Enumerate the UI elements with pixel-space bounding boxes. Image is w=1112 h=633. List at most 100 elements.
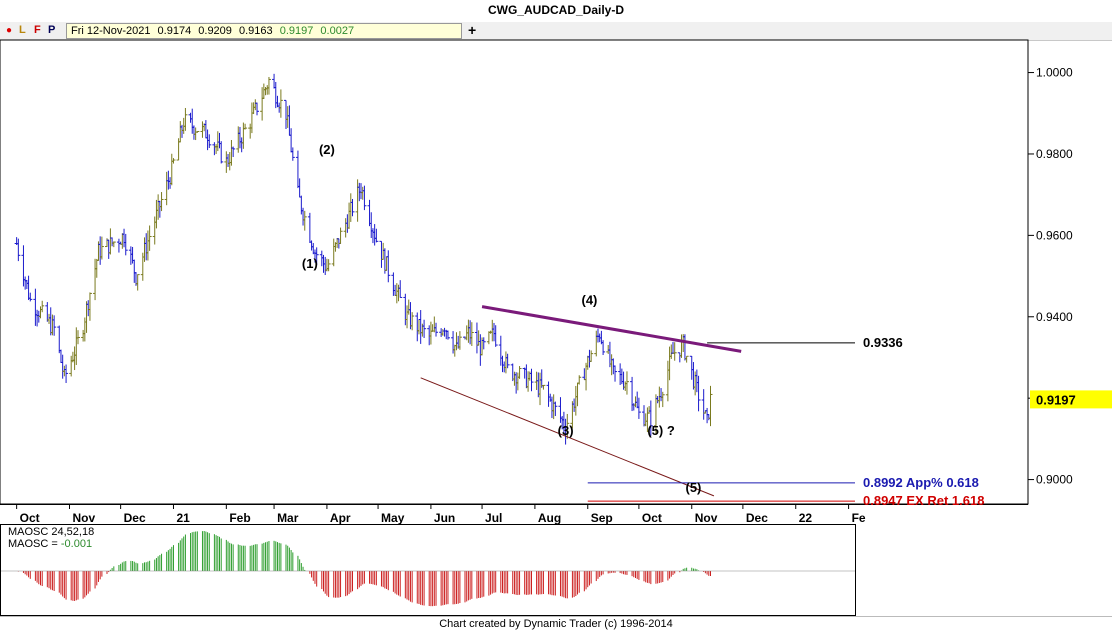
ohlc-bar: [386, 250, 391, 283]
ohlc-bar: [338, 227, 343, 244]
ohlc-open: 0.9174: [157, 25, 192, 37]
ohlc-bar: [577, 375, 582, 385]
ohlc-bar: [16, 238, 21, 262]
ohlc-bar: [636, 397, 641, 419]
ohlc-bar: [481, 337, 486, 350]
level-label: 0.8947 EX Ret 1.618: [863, 493, 984, 508]
footer-credit: Chart created by Dynamic Trader (c) 1996…: [439, 618, 673, 630]
ohlc-bar: [541, 384, 546, 390]
x-tick-label: 21: [176, 511, 190, 525]
x-tick-label: Feb: [229, 511, 250, 525]
x-tick-label: Nov: [72, 511, 95, 525]
last-price-badge: [1030, 390, 1112, 409]
ohlc-bar: [76, 330, 81, 345]
y-tick-label: 0.9600: [1036, 228, 1073, 242]
ohlc-bar: [660, 391, 665, 408]
ohlc-bar: [350, 198, 355, 217]
last-price-label: 0.9197: [1036, 392, 1076, 407]
pattern-tool-button[interactable]: P: [48, 24, 56, 36]
ohlc-bar: [111, 241, 116, 248]
ohlc-bar: [231, 146, 236, 157]
x-tick-label: Mar: [277, 511, 299, 525]
ohlc-bar: [648, 400, 653, 436]
ohlc-bar: [529, 368, 534, 392]
osc-value: -0.001: [61, 538, 92, 550]
x-tick-label: Aug: [538, 511, 561, 525]
ohlc-bar: [410, 312, 415, 331]
ohlc-bar: [708, 385, 713, 427]
ohlc-bar: [159, 192, 164, 212]
ohlc-bar: [613, 365, 618, 382]
x-tick-label: Oct: [642, 511, 662, 525]
price-panel: [0, 39, 1029, 505]
ohlc-date: Fri 12-Nov-2021: [71, 25, 151, 37]
wave-label: (4): [582, 293, 598, 308]
add-icon[interactable]: +: [468, 22, 477, 38]
ohlc-bar: [624, 371, 629, 395]
ohlc-bar: [434, 322, 439, 337]
ohlc-low: 0.9163: [238, 25, 273, 37]
ohlc-change: 0.0027: [320, 25, 355, 37]
ohlc-bar: [601, 340, 606, 355]
ohlc-bar: [553, 401, 558, 417]
ohlc-bar: [123, 233, 128, 256]
wave-label: (1): [302, 256, 318, 271]
ohlc-readout: Fri 12-Nov-2021 0.9174 0.9209 0.9163 0.9…: [66, 23, 462, 39]
level-label: 0.8992 App% 0.618: [863, 475, 979, 490]
osc-value-label: MAOSC = -0.001: [8, 538, 92, 550]
ohlc-close: 0.9197: [279, 25, 314, 37]
chart-title: CWG_AUDCAD_Daily-D: [487, 3, 624, 17]
record-dot-icon[interactable]: ●: [6, 25, 13, 36]
x-tick-label: May: [381, 511, 405, 525]
y-tick-label: 1.0000: [1036, 66, 1073, 80]
x-tick-label: Oct: [20, 511, 40, 525]
ohlc-bar: [696, 375, 701, 412]
ohlc-bar: [302, 210, 307, 231]
x-tick-label: Apr: [330, 511, 351, 525]
line-tool-button[interactable]: L: [19, 24, 26, 36]
ohlc-bar: [314, 247, 319, 265]
ohlc-bar: [374, 228, 379, 243]
ohlc-bar: [195, 130, 200, 133]
ohlc-bar: [493, 325, 498, 347]
ohlc-bar: [469, 322, 474, 346]
ohlc-bar: [362, 185, 367, 211]
ohlc-bar: [87, 292, 92, 321]
ohlc-bar: [64, 364, 69, 383]
ohlc-bar: [398, 280, 403, 298]
ohlc-bar: [219, 141, 224, 164]
wave-label: (5) ?: [647, 423, 675, 438]
ohlc-bar: [28, 292, 33, 302]
wave-label: (3): [558, 423, 574, 438]
fib-tool-button[interactable]: F: [34, 24, 41, 36]
x-tick-label: Nov: [695, 511, 718, 525]
y-tick-label: 0.9800: [1036, 147, 1073, 161]
ohlc-bar: [422, 319, 427, 338]
ohlc-bar: [99, 236, 104, 260]
ohlc-bar: [457, 331, 462, 350]
ohlc-bars: [14, 73, 713, 445]
support-trendline: [420, 377, 715, 497]
x-tick-label: Fe: [852, 511, 866, 525]
ohlc-bar: [445, 330, 450, 340]
x-tick-label: 22: [799, 511, 813, 525]
y-tick-label: 0.9400: [1036, 310, 1073, 324]
resistance-trendline: [481, 305, 742, 353]
osc-name: MAOSC 24,52,18: [8, 526, 94, 538]
ohlc-bar: [278, 89, 283, 118]
wave-label: (2): [319, 142, 335, 157]
ohlc-bar: [147, 225, 152, 251]
ohlc-bar: [255, 102, 260, 116]
x-tick-label: Jun: [434, 511, 455, 525]
ohlc-bar: [52, 315, 57, 336]
ohlc-bar: [517, 366, 522, 379]
y-tick-label: 0.9000: [1036, 473, 1073, 487]
level-label: 0.9336: [863, 335, 903, 350]
ohlc-high: 0.9209: [198, 25, 232, 37]
x-tick-label: Sep: [591, 511, 613, 525]
ohlc-bar: [207, 134, 212, 149]
footer: Chart created by Dynamic Trader (c) 1996…: [0, 616, 1112, 633]
ohlc-bar: [135, 274, 140, 291]
ohlc-bar: [589, 350, 594, 362]
